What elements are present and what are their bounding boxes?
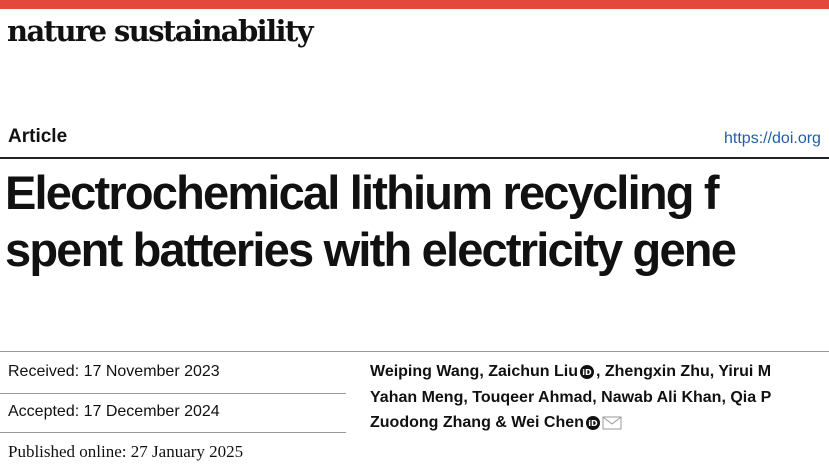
rule xyxy=(0,351,829,352)
orcid-icon[interactable]: iD xyxy=(585,416,600,430)
separator xyxy=(0,393,346,394)
title-line: spent batteries with electricity gene xyxy=(5,223,737,276)
accepted-date: Accepted: 17 December 2024 xyxy=(8,403,220,420)
top-bar xyxy=(0,0,829,9)
authors[interactable]: , Zhengxin Zhu, Yirui M xyxy=(595,363,772,380)
doi-link[interactable]: https://doi.org xyxy=(724,130,821,147)
authors[interactable]: Weiping Wang, Zaichun Liu xyxy=(370,363,578,380)
email-icon[interactable] xyxy=(602,416,622,430)
rule xyxy=(0,157,829,159)
separator xyxy=(0,432,346,433)
article-type: Article xyxy=(8,126,68,147)
received-date: Received: 17 November 2023 xyxy=(8,363,220,380)
author-line: Weiping Wang, Zaichun Liu iD , Zhengxin … xyxy=(370,363,771,381)
svg-text:iD: iD xyxy=(588,419,598,428)
orcid-icon[interactable]: iD xyxy=(579,365,594,379)
authors[interactable]: Yahan Meng, Touqeer Ahmad, Nawab Ali Kha… xyxy=(370,389,772,406)
author-line: Zuodong Zhang & Wei Chen iD xyxy=(370,414,622,432)
published-date: Published online: 27 January 2025 xyxy=(8,442,244,461)
author-line: Yahan Meng, Touqeer Ahmad, Nawab Ali Kha… xyxy=(370,389,771,407)
journal-name[interactable]: nature sustainability xyxy=(7,14,314,48)
authors[interactable]: Zuodong Zhang & Wei Chen xyxy=(370,414,584,431)
title-line: Electrochemical lithium recycling f xyxy=(5,166,720,219)
svg-text:iD: iD xyxy=(582,368,592,377)
